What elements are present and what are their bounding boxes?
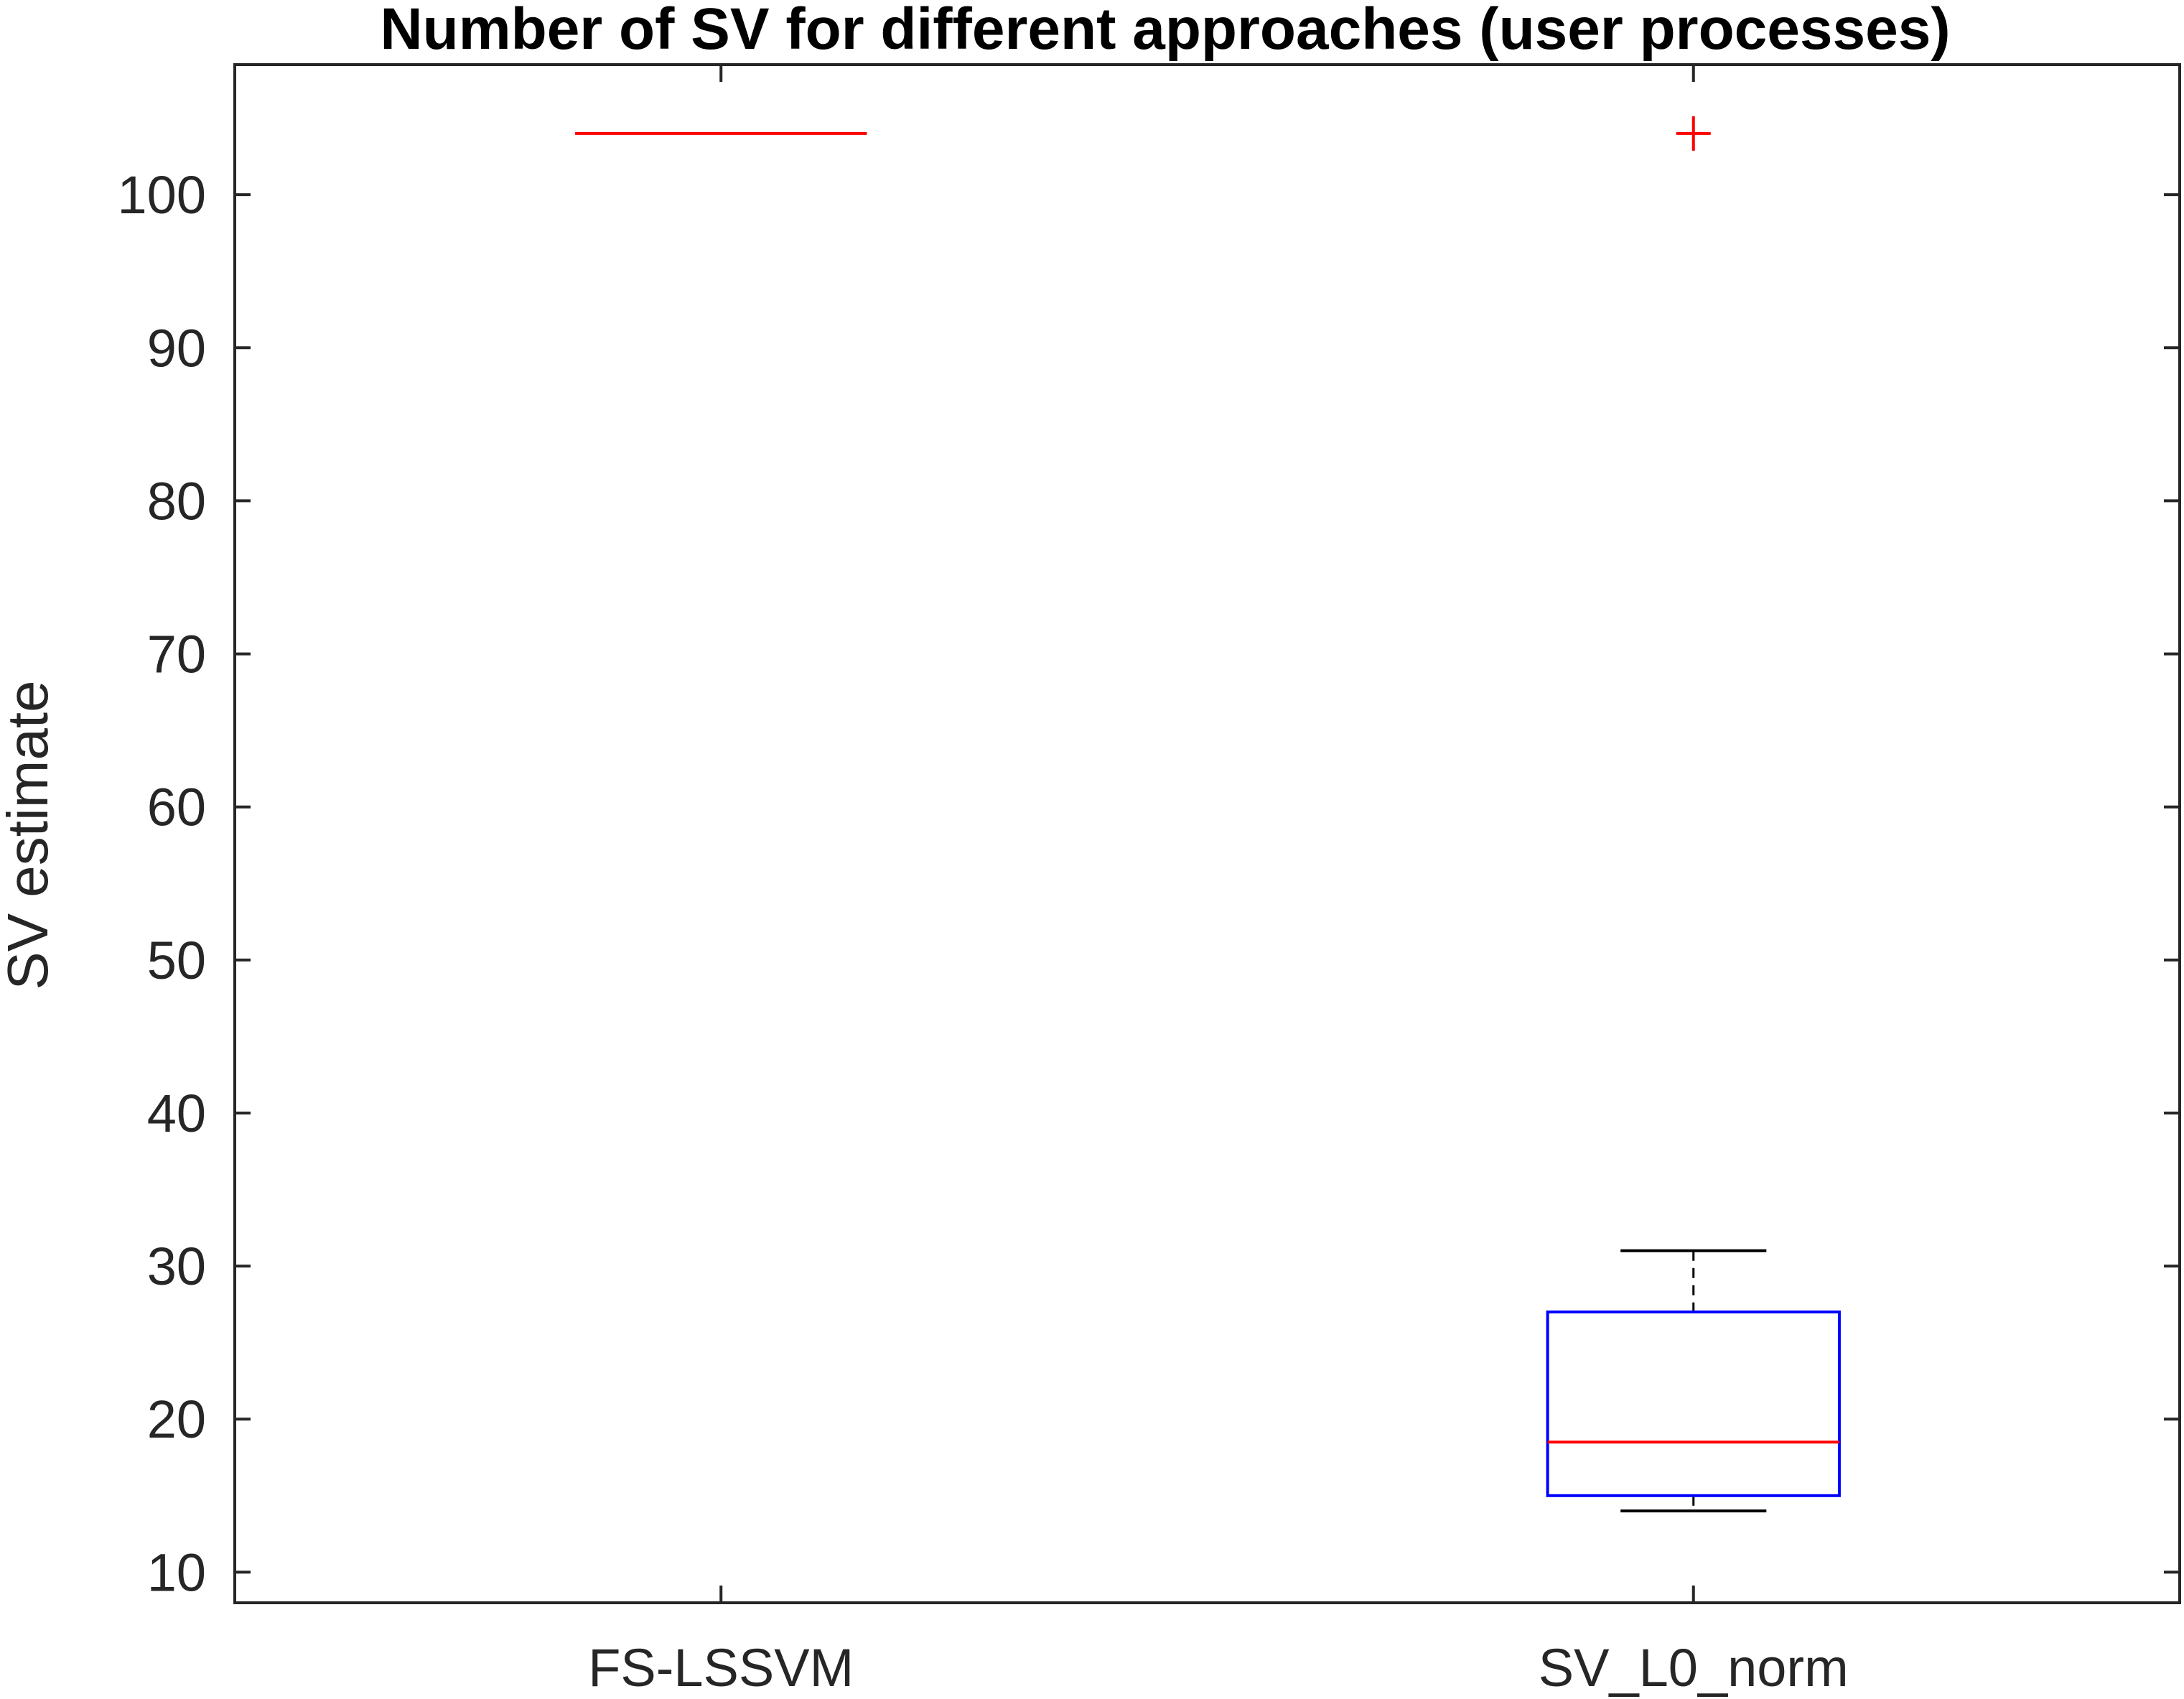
y-tick-label: 70 [147, 625, 206, 684]
chart-title: Number of SV for different approaches (u… [380, 0, 1950, 62]
x-tick-label: SV_L0_norm [1539, 1638, 1849, 1698]
y-tick-label: 100 [118, 165, 206, 225]
y-tick-label: 30 [147, 1237, 206, 1296]
outlier-marker [1676, 116, 1711, 151]
y-tick-label: 60 [147, 778, 206, 837]
x-tick-label: FS-LSSVM [588, 1638, 854, 1698]
y-tick-label: 10 [147, 1542, 206, 1602]
y-tick-label: 90 [147, 318, 206, 378]
y-axis-label: SV estimate [0, 680, 60, 990]
box-series [575, 116, 1841, 1513]
box-iqr [1546, 1311, 1841, 1497]
y-tick-label: 40 [147, 1084, 206, 1143]
plot-area-frame [233, 63, 2181, 1604]
y-tick-label: 50 [147, 931, 206, 990]
x-axis-ticks: FS-LSSVM SV_L0_norm [588, 65, 1849, 1698]
y-tick-label: 20 [147, 1390, 206, 1449]
y-axis-ticks: 10 20 30 40 50 60 70 80 90 100 [118, 165, 2180, 1602]
y-tick-label: 80 [147, 471, 206, 531]
